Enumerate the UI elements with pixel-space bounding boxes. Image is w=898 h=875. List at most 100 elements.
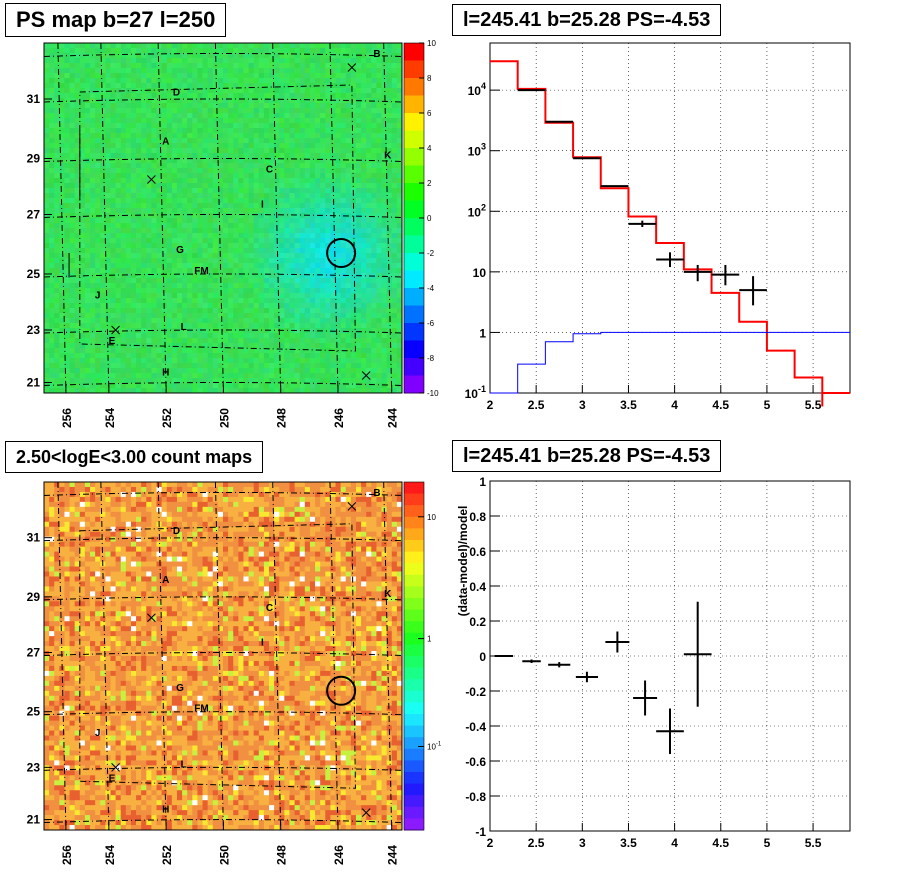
map-pixel	[100, 193, 106, 199]
map-pixel	[197, 128, 203, 134]
map-pixel	[345, 53, 352, 59]
map-pixel	[49, 68, 55, 74]
map-pixel	[100, 228, 106, 234]
map-pixel	[345, 73, 352, 79]
map-pixel	[253, 278, 260, 284]
map-pixel	[110, 208, 116, 214]
map-pixel	[299, 128, 306, 134]
map-pixel	[171, 148, 178, 154]
map-pixel	[263, 328, 270, 334]
map-pixel	[376, 48, 382, 54]
map-pixel	[202, 128, 209, 134]
map-pixel	[161, 88, 168, 94]
map-pixel	[161, 48, 168, 54]
map-pixel	[120, 233, 127, 239]
map-pixel	[171, 223, 178, 229]
map-pixel	[136, 238, 142, 244]
map-pixel	[217, 188, 224, 194]
map-pixel	[223, 353, 229, 359]
map-pixel	[258, 153, 265, 159]
map-pixel	[269, 253, 275, 259]
map-pixel	[238, 213, 244, 219]
map-pixel	[386, 143, 393, 149]
map-pixel	[59, 188, 65, 194]
map-pixel	[49, 338, 55, 344]
map-pixel	[110, 188, 116, 194]
map-pixel	[166, 98, 173, 104]
map-pixel	[304, 203, 311, 209]
map-pixel	[289, 113, 295, 119]
map-pixel	[115, 233, 122, 239]
map-pixel	[294, 323, 301, 329]
map-pixel	[151, 278, 157, 284]
map-pixel	[79, 333, 86, 339]
map-pixel	[166, 163, 173, 169]
map-pixel	[136, 358, 142, 364]
map-pixel	[136, 178, 142, 184]
map-pixel	[350, 133, 357, 139]
map-pixel	[166, 108, 173, 114]
map-pixel	[202, 158, 209, 164]
map-pixel	[340, 278, 347, 284]
map-pixel	[330, 233, 336, 239]
map-pixel	[315, 148, 321, 154]
map-pixel	[212, 328, 219, 334]
map-pixel	[115, 138, 122, 144]
map-pixel	[130, 68, 137, 74]
map-pixel	[330, 313, 336, 319]
map-pixel	[304, 218, 311, 224]
map-pixel	[125, 308, 132, 314]
map-pixel	[366, 288, 372, 294]
map-pixel	[294, 208, 301, 214]
map-pixel	[263, 248, 270, 254]
map-pixel	[391, 108, 398, 114]
map-pixel	[371, 243, 377, 249]
map-pixel	[49, 133, 55, 139]
map-pixel	[90, 178, 96, 184]
map-pixel	[335, 238, 342, 244]
map-pixel	[335, 213, 342, 219]
map-pixel	[49, 303, 55, 309]
map-pixel	[248, 43, 255, 49]
map-pixel	[279, 43, 285, 49]
map-pixel	[79, 188, 86, 194]
map-pixel	[44, 93, 50, 99]
map-pixel	[125, 58, 132, 64]
map-pixel	[355, 313, 362, 319]
map-pixel	[115, 88, 122, 94]
grid-line-lon	[329, 42, 339, 394]
map-pixel	[396, 123, 403, 129]
map-pixel	[115, 283, 122, 289]
map-pixel	[320, 338, 326, 344]
map-pixel	[161, 353, 168, 359]
map-pixel	[345, 93, 352, 99]
map-pixel	[151, 228, 157, 234]
map-pixel	[176, 88, 183, 94]
map-pixel	[335, 178, 342, 184]
map-pixel	[120, 198, 127, 204]
map-pixel	[304, 373, 311, 379]
map-pixel	[120, 43, 127, 49]
map-pixel	[238, 138, 244, 144]
map-pixel	[396, 138, 403, 144]
map-pixel	[90, 78, 96, 84]
map-pixel	[315, 373, 321, 379]
map-pixel	[69, 253, 76, 259]
map-pixel	[176, 48, 183, 54]
map-pixel	[90, 128, 96, 134]
map-pixel	[279, 388, 285, 394]
map-pixel	[299, 288, 306, 294]
map-pixel	[115, 218, 122, 224]
map-pixel	[274, 58, 280, 64]
map-pixel	[207, 243, 214, 249]
map-pixel	[192, 278, 198, 284]
map-pixel	[130, 148, 137, 154]
map-pixel	[49, 273, 55, 279]
map-pixel	[120, 353, 127, 359]
map-pixel	[233, 313, 239, 319]
map-pixel	[115, 133, 122, 139]
map-pixel	[299, 238, 306, 244]
map-pixel	[44, 283, 50, 289]
map-pixel	[156, 193, 163, 199]
map-pixel	[325, 333, 331, 339]
